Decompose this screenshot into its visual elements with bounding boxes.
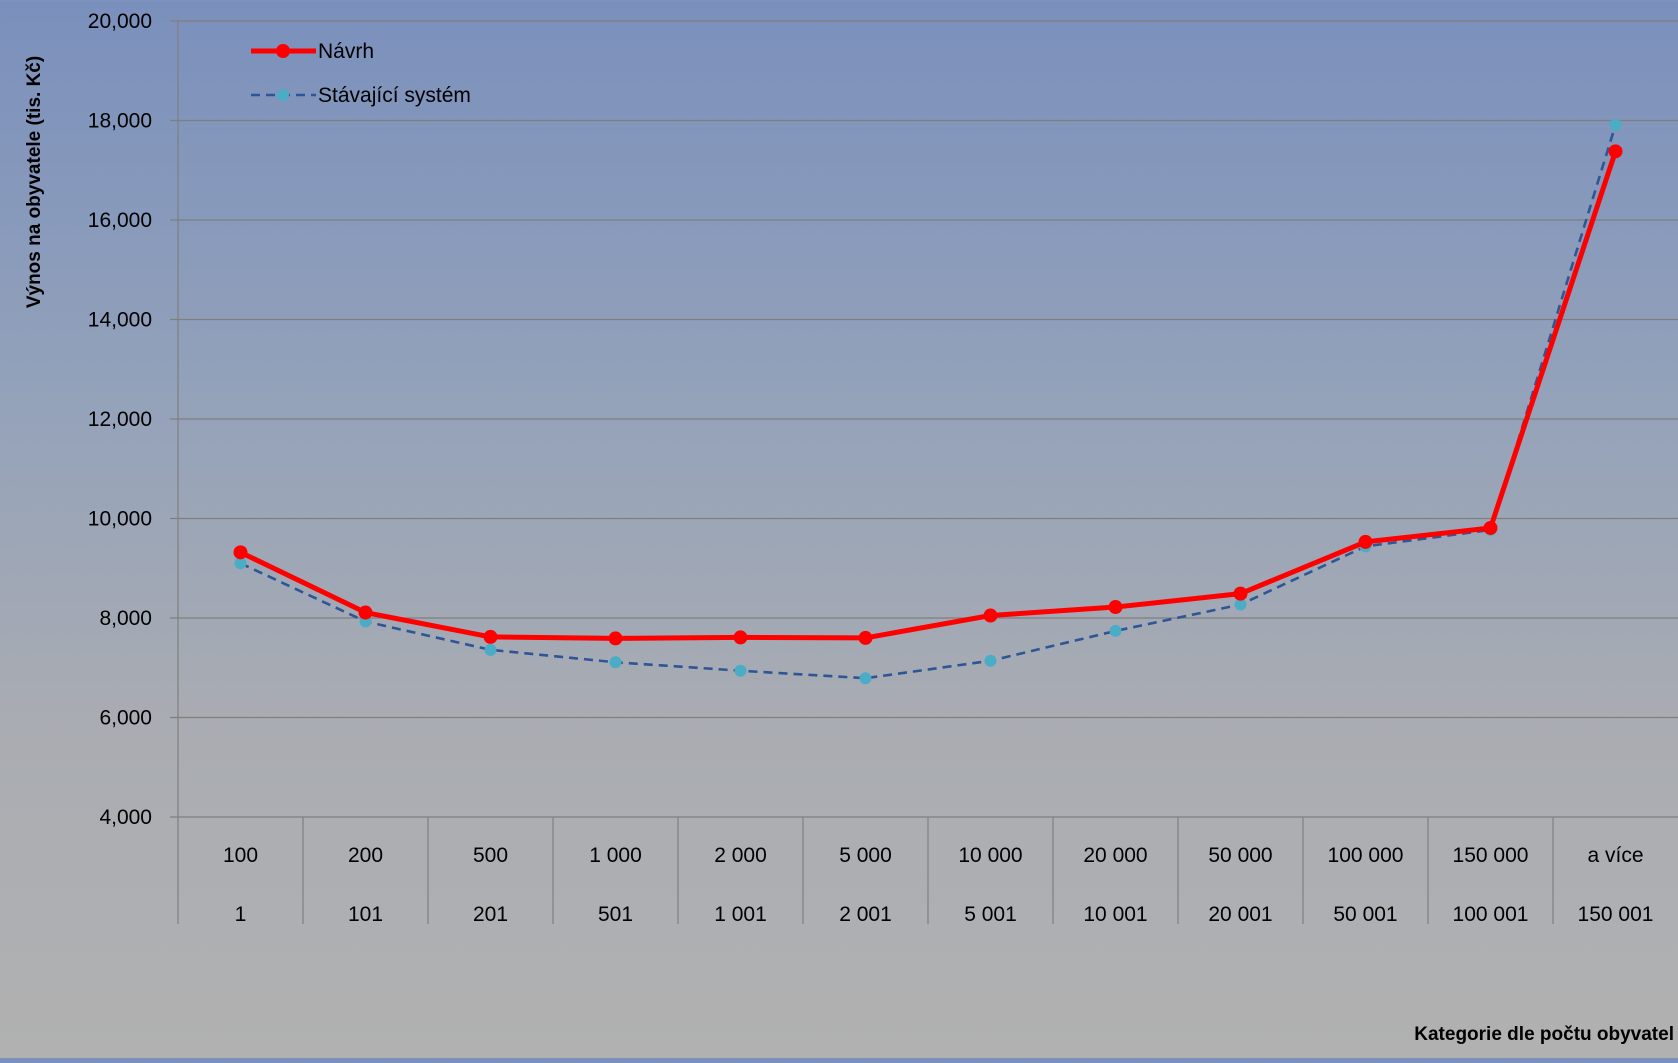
data-point-navrh bbox=[1233, 586, 1248, 601]
x-tick-label-upper: 100 bbox=[223, 844, 258, 867]
data-point-navrh bbox=[233, 545, 248, 560]
x-tick-label-lower: 20 001 bbox=[1208, 903, 1272, 926]
data-point-navrh bbox=[858, 630, 873, 645]
data-point-stavajici-system bbox=[859, 672, 872, 685]
x-tick-label-upper: 200 bbox=[348, 844, 383, 867]
series-line-navrh bbox=[239, 150, 1618, 641]
x-tick-label-upper: 500 bbox=[473, 844, 508, 867]
x-tick-label-upper: 1 000 bbox=[589, 844, 642, 867]
data-point-stavajici-system bbox=[1609, 118, 1622, 131]
y-tick-label: 8,000 bbox=[99, 607, 152, 630]
x-tick-label-lower: 50 001 bbox=[1333, 903, 1397, 926]
x-tick-label-upper: 10 000 bbox=[958, 844, 1022, 867]
y-tick-label: 12,000 bbox=[88, 408, 152, 431]
axis-layer: 4,000 6,000 8,000 10,000 12,000 14,000 16,000 1… bbox=[88, 10, 1654, 926]
legend-marker-navrh bbox=[276, 44, 290, 58]
x-tick-label-lower: 1 bbox=[235, 903, 247, 926]
legend-label: Návrh bbox=[318, 40, 374, 63]
data-point-navrh bbox=[1608, 144, 1623, 159]
data-point-navrh bbox=[608, 631, 623, 646]
data-point-navrh bbox=[358, 605, 373, 620]
x-tick-label-lower: 201 bbox=[473, 903, 508, 926]
x-tick-label-upper: a více bbox=[1587, 844, 1643, 867]
x-tick-label-upper: 150 000 bbox=[1453, 844, 1529, 867]
data-point-stavajici-system bbox=[734, 664, 747, 677]
data-point-stavajici-system bbox=[1109, 624, 1122, 637]
x-tick-label-upper: 5 000 bbox=[839, 844, 892, 867]
grid-layer bbox=[170, 20, 1678, 818]
legend-marker-stavajici-system bbox=[277, 89, 289, 101]
x-tick-label-lower: 101 bbox=[348, 903, 383, 926]
x-tick-label-upper: 20 000 bbox=[1083, 844, 1147, 867]
data-point-navrh bbox=[483, 629, 498, 644]
y-tick-label: 6,000 bbox=[99, 707, 152, 730]
y-tick-label: 16,000 bbox=[88, 209, 152, 232]
y-axis-title: Výnos na obyvatele (tis. Kč) bbox=[24, 56, 45, 308]
x-axis-title: Kategorie dle počtu obyvatel bbox=[1414, 1024, 1674, 1045]
x-tick-label-lower: 2 001 bbox=[839, 903, 892, 926]
x-tick-label-lower: 100 001 bbox=[1453, 903, 1529, 926]
y-tick-label: 14,000 bbox=[88, 309, 152, 332]
x-tick-label-lower: 150 001 bbox=[1578, 903, 1654, 926]
data-point-navrh bbox=[1108, 600, 1123, 615]
data-point-stavajici-system bbox=[234, 557, 247, 570]
x-tick-label-upper: 2 000 bbox=[714, 844, 767, 867]
y-tick-label: 18,000 bbox=[88, 110, 152, 133]
data-point-navrh bbox=[1358, 534, 1373, 549]
x-tick-label-lower: 10 001 bbox=[1083, 903, 1147, 926]
data-point-stavajici-system bbox=[609, 656, 622, 669]
x-tick-label-upper: 50 000 bbox=[1208, 844, 1272, 867]
data-point-navrh bbox=[1483, 520, 1498, 535]
y-tick-label: 4,000 bbox=[99, 806, 152, 829]
x-tick-label-lower: 5 001 bbox=[964, 903, 1017, 926]
data-point-navrh bbox=[733, 630, 748, 645]
series-line-stavajici-system bbox=[239, 124, 1617, 680]
series-layer bbox=[233, 118, 1623, 685]
data-point-navrh bbox=[983, 608, 998, 623]
x-tick-label-lower: 1 001 bbox=[714, 903, 767, 926]
x-tick-label-upper: 100 000 bbox=[1328, 844, 1404, 867]
data-point-stavajici-system bbox=[1234, 598, 1247, 611]
legend-label: Stávající systém bbox=[318, 84, 471, 107]
x-tick-label-lower: 501 bbox=[598, 903, 633, 926]
y-tick-label: 10,000 bbox=[88, 508, 152, 531]
data-point-stavajici-system bbox=[984, 654, 997, 667]
legend: Návrh Stávající systém bbox=[251, 40, 471, 107]
data-point-stavajici-system bbox=[484, 643, 497, 656]
y-tick-label: 20,000 bbox=[88, 10, 152, 33]
